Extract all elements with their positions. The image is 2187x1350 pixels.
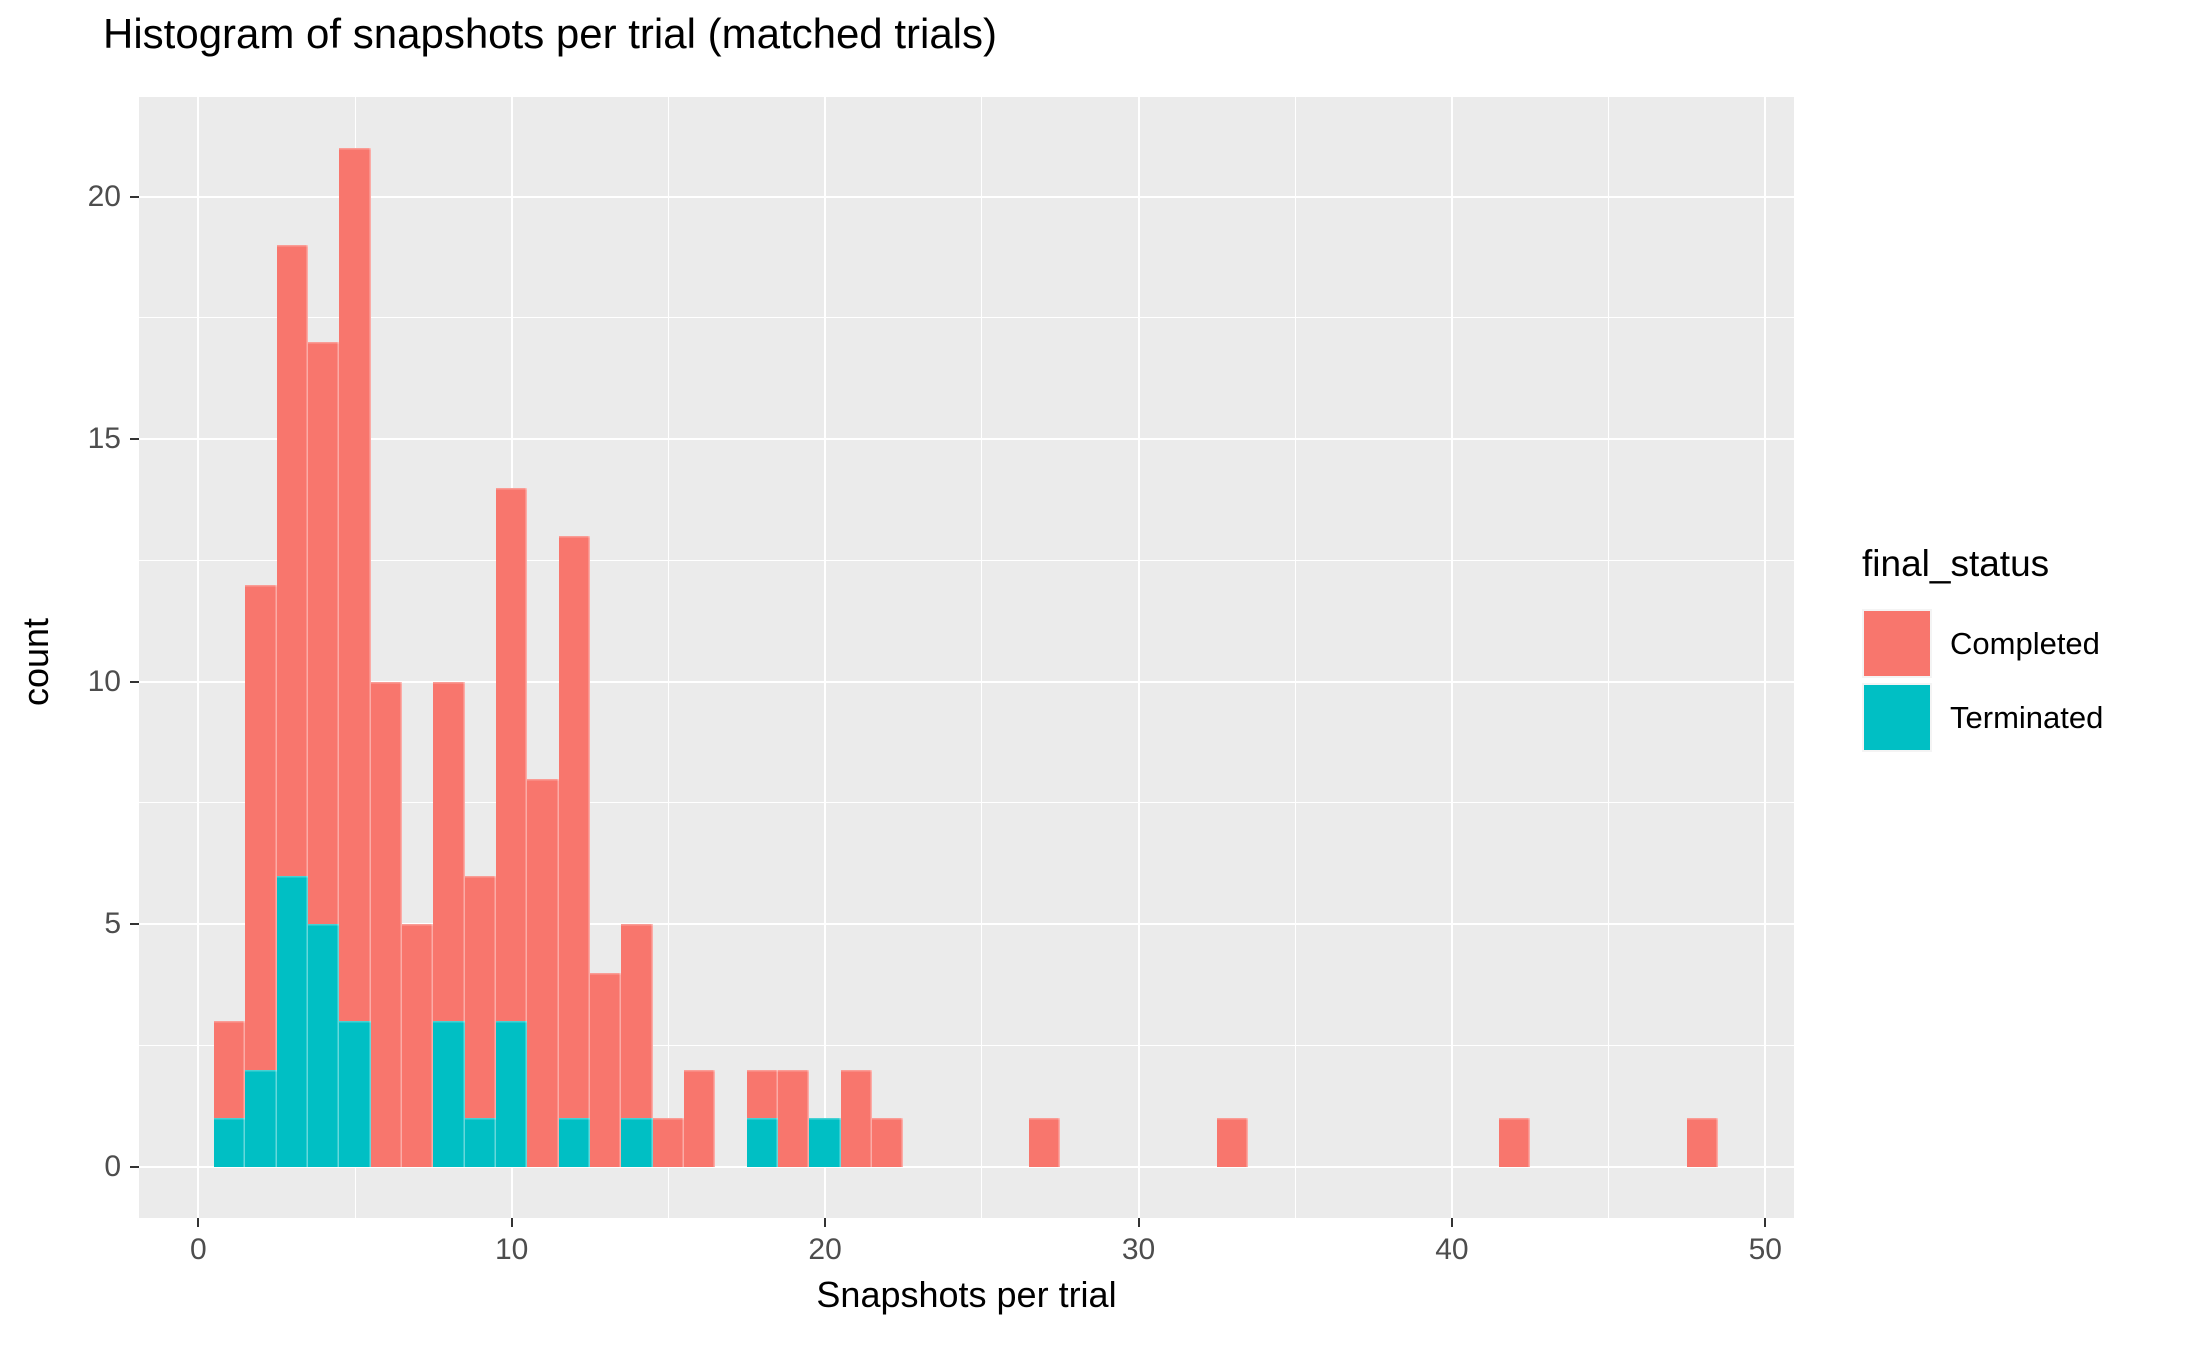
x-axis-tick [510, 1218, 513, 1227]
histogram-bar-completed-segment [1498, 1118, 1531, 1167]
y-minor-gridline [139, 1044, 1794, 1046]
x-axis-tick [1764, 1218, 1767, 1227]
histogram-bar-terminated-segment [746, 1118, 779, 1167]
x-minor-gridline [667, 97, 669, 1218]
x-minor-gridline [1294, 97, 1296, 1218]
x-major-gridline [1764, 97, 1767, 1218]
histogram-bar-terminated-segment [558, 1118, 591, 1167]
histogram-bar-completed-segment [652, 1118, 685, 1167]
legend-title: final_status [1862, 543, 2050, 584]
legend: final_status Completed Terminated [1850, 543, 2180, 757]
y-minor-gridline [139, 802, 1794, 804]
x-tick-label: 40 [1435, 1233, 1469, 1266]
histogram-bar-completed-segment [778, 1069, 810, 1167]
histogram-bar-terminated-segment [621, 1118, 653, 1167]
legend-item-label: Terminated [1950, 699, 2104, 735]
histogram-bar-terminated-segment [464, 1118, 497, 1167]
x-axis-tick [1450, 1218, 1453, 1227]
histogram-bar-completed-segment [684, 1069, 716, 1167]
histogram-bar-terminated-segment [276, 875, 308, 1167]
histogram-bar-completed-segment [621, 924, 653, 1119]
histogram-bar-completed-segment [746, 1069, 779, 1119]
y-major-gridline [139, 195, 1794, 198]
histogram-bar-completed-segment [496, 487, 528, 1022]
x-axis-tick [197, 1218, 200, 1227]
histogram-bar-completed-segment [464, 875, 497, 1119]
x-minor-gridline [1608, 97, 1610, 1218]
y-minor-gridline [139, 317, 1794, 319]
histogram-bar-completed-segment [1686, 1118, 1719, 1167]
plot-panel [139, 97, 1794, 1218]
histogram-bar-completed-segment [433, 681, 465, 1022]
histogram-bar-terminated-segment [213, 1118, 246, 1167]
histogram-bar-completed-segment [1216, 1118, 1249, 1167]
y-major-gridline [139, 923, 1794, 926]
histogram-bar-terminated-segment [433, 1021, 465, 1167]
x-tick-label: 20 [808, 1233, 842, 1266]
x-tick-label: 50 [1748, 1233, 1782, 1266]
histogram-bar-terminated-segment [245, 1069, 277, 1167]
x-major-gridline [1450, 97, 1453, 1218]
legend-swatch-terminated-icon [1862, 683, 1932, 752]
y-major-gridline [139, 1165, 1794, 1168]
legend-item: Terminated [1862, 683, 2180, 752]
histogram-bar-completed-segment [213, 1021, 246, 1119]
x-tick-label: 0 [189, 1233, 207, 1266]
histogram-bar-completed-segment [590, 972, 622, 1167]
histogram-bar-terminated-segment [809, 1118, 841, 1167]
histogram-bar-completed-segment [558, 536, 591, 1119]
x-major-gridline [824, 97, 827, 1218]
y-axis-tick [130, 923, 139, 926]
histogram-bar-completed-segment [339, 148, 371, 1022]
histogram-bar-completed-segment [1028, 1118, 1061, 1167]
x-tick-label: 10 [495, 1233, 529, 1266]
y-major-gridline [139, 438, 1794, 441]
x-axis-title: Snapshots per trial [816, 1274, 1117, 1315]
x-axis-tick [1137, 1218, 1140, 1227]
y-tick-label: 15 [87, 422, 121, 456]
y-axis-tick [130, 195, 139, 198]
histogram-bar-completed-segment [840, 1069, 873, 1167]
y-tick-label: 20 [87, 179, 121, 213]
histogram-bar-completed-segment [872, 1118, 904, 1167]
x-minor-gridline [981, 97, 983, 1218]
y-major-gridline [139, 680, 1794, 683]
x-axis-tick [824, 1218, 827, 1227]
y-axis-tick [130, 1165, 139, 1168]
legend-swatch-completed-icon [1862, 609, 1932, 678]
histogram-bar-terminated-segment [339, 1021, 371, 1167]
main-title: Histogram of snapshots per trial (matche… [103, 10, 997, 57]
y-tick-label: 5 [104, 907, 121, 941]
y-axis-tick [130, 438, 139, 441]
histogram-bar-completed-segment [527, 778, 559, 1167]
y-minor-gridline [139, 559, 1794, 561]
x-major-gridline [197, 97, 200, 1218]
histogram-bar-terminated-segment [496, 1021, 528, 1167]
histogram-bar-completed-segment [402, 924, 434, 1167]
histogram-bar-completed-segment [245, 584, 277, 1070]
histogram-bar-completed-segment [307, 342, 340, 925]
y-axis-title: count [15, 617, 56, 707]
y-tick-label: 10 [87, 664, 121, 698]
x-major-gridline [1137, 97, 1140, 1218]
legend-item-label: Completed [1950, 625, 2100, 661]
y-tick-label: 0 [104, 1149, 121, 1183]
histogram-bar-terminated-segment [307, 924, 340, 1167]
histogram-bar-completed-segment [276, 245, 308, 876]
y-axis-tick [130, 680, 139, 683]
x-tick-label: 30 [1121, 1233, 1156, 1266]
legend-item: Completed [1862, 609, 2180, 678]
histogram-bar-completed-segment [370, 681, 402, 1167]
